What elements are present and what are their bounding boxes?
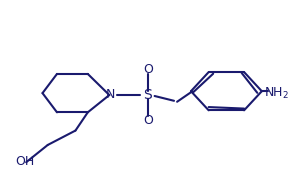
- Text: O: O: [143, 114, 153, 127]
- Text: NH$_2$: NH$_2$: [264, 86, 289, 101]
- Text: N: N: [106, 88, 116, 101]
- Text: O: O: [143, 63, 153, 76]
- Text: S: S: [144, 88, 152, 102]
- Text: OH: OH: [15, 155, 34, 168]
